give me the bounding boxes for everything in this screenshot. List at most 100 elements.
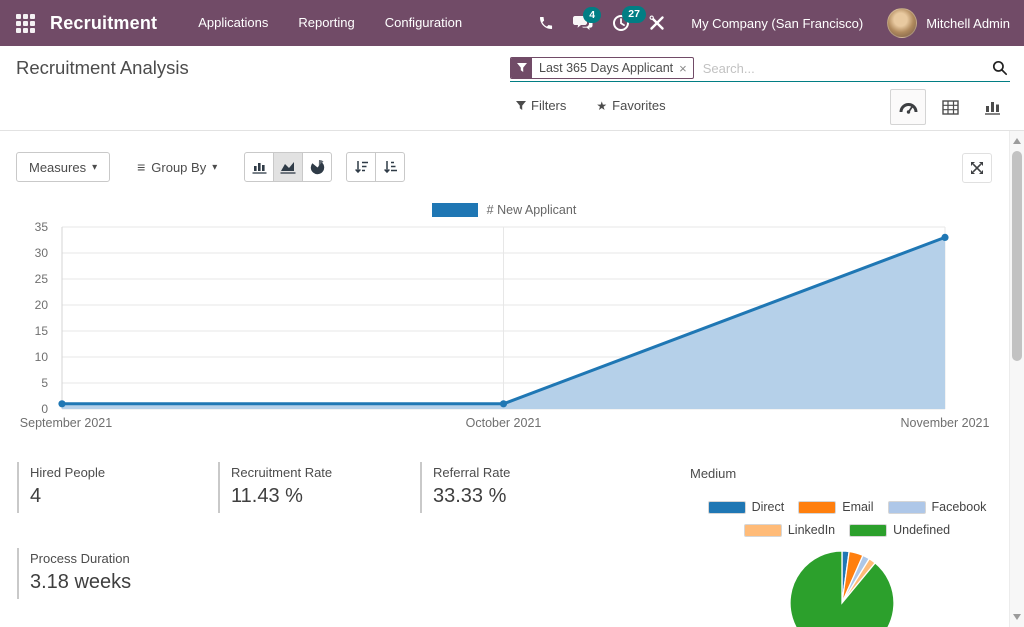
page-title: Recruitment Analysis [16,57,189,78]
facet-label: Last 365 Days Applicant [539,61,674,75]
group-by-label: Group By [151,159,207,175]
y-tick-label: 10 [35,350,49,364]
y-tick-label: 25 [35,272,49,286]
legend-item-facebook[interactable]: Facebook [887,500,987,514]
user-menu[interactable]: Mitchell Admin [926,15,1010,31]
view-switcher [890,89,1010,125]
filters-label: Filters [531,98,567,113]
kpi-value: 4 [30,485,42,507]
search-bar: Last 365 Days Applicant × [510,55,1010,82]
data-point[interactable] [499,400,508,408]
data-point[interactable] [941,233,949,241]
scrollbar-up-arrow[interactable] [1013,138,1021,144]
menu-configuration[interactable]: Configuration [384,15,463,30]
medium-pie-chart [789,550,895,627]
area-fill [62,237,945,409]
kpi-process-duration: Process Duration 3.18 weeks [17,548,207,599]
divider [0,130,1024,131]
legend-item-direct[interactable]: Direct [707,500,785,514]
sort-desc-button[interactable] [346,152,377,182]
kpi-label: Recruitment Rate [231,465,333,480]
sort-group [346,152,406,182]
kpi-label: Referral Rate [433,465,511,480]
favorites-button[interactable]: ★ Favorites [596,98,665,113]
bar-chart-button[interactable] [244,152,275,182]
legend-swatch [887,500,926,514]
apps-grid-icon[interactable] [16,13,35,33]
messages-icon[interactable]: 4 [573,6,602,32]
chart-type-group [244,152,333,182]
scrollbar-down-arrow[interactable] [1013,614,1021,620]
legend-item-linkedin[interactable]: LinkedIn [743,523,835,537]
search-options-row: Filters ★ Favorites [516,98,696,113]
legend-swatch [849,523,888,537]
kpi-label: Process Duration [30,551,130,566]
activities-icon[interactable]: 27 [612,6,646,32]
measures-button[interactable]: Measures ▾ [16,152,111,182]
legend-label: Direct [751,500,785,514]
group-by-button[interactable]: ≡ Group By ▾ [124,152,231,182]
chart-toolbar: Measures ▾ ≡ Group By ▾ [16,152,406,182]
legend-label: Undefined [893,523,951,537]
y-tick-label: 30 [35,246,49,260]
app-name[interactable]: Recruitment [50,12,158,33]
filters-button[interactable]: Filters [516,98,566,113]
funnel-icon [516,100,526,111]
pie-slice-undefined[interactable] [789,550,895,627]
x-axis-label: November 2021 [901,416,990,430]
medium-section-title: Medium [690,466,737,481]
pie-chart-icon [310,159,324,174]
funnel-icon [511,58,532,78]
legend-label: Email [842,500,874,514]
legend-item-email[interactable]: Email [798,500,874,514]
facet-remove-button[interactable]: × [679,60,687,76]
top-navbar: Recruitment Applications Reporting Confi… [0,0,1024,46]
kpi-hired-people: Hired People 4 [17,462,207,513]
data-point[interactable] [58,400,66,408]
activities-badge: 27 [622,6,646,23]
search-icon[interactable] [992,60,1010,76]
expand-button[interactable] [962,153,992,183]
chevron-down-icon: ▾ [92,161,98,173]
kpi-value: 11.43 % [231,485,303,507]
menu-reporting[interactable]: Reporting [298,15,355,30]
tools-icon[interactable] [649,15,665,31]
line-chart-legend[interactable]: # New Applicant [0,203,1008,217]
pie-chart-button[interactable] [302,152,333,182]
favorites-label: Favorites [612,98,666,113]
phone-icon[interactable] [538,15,554,31]
menu-applications[interactable]: Applications [198,15,269,30]
y-tick-label: 35 [35,222,49,234]
star-icon: ★ [596,98,608,113]
x-axis-label: October 2021 [466,416,542,430]
legend-swatch [798,500,837,514]
chevron-down-icon: ▾ [212,161,218,173]
search-facet: Last 365 Days Applicant × [510,57,694,79]
systray: 4 27 My Company (San Francisco) Mitchell… [519,6,1010,38]
x-axis-label: September 2021 [20,416,112,430]
avatar[interactable] [887,8,918,38]
graph-view-button[interactable] [974,89,1010,125]
sort-descending-icon [354,161,368,174]
legend-swatch [743,523,782,537]
search-input[interactable] [693,60,992,76]
y-tick-label: 20 [35,298,49,312]
y-tick-label: 5 [41,376,48,390]
company-switcher[interactable]: My Company (San Francisco) [691,15,864,31]
bars-icon: ≡ [137,159,146,175]
top-menu: Applications Reporting Configuration [183,0,477,46]
kpi-recruitment-rate: Recruitment Rate 11.43 % [218,462,408,513]
new-applicant-area-chart: 0 5 10 15 20 25 30 35 September 2021 October 2021… [20,222,990,430]
bar-chart-icon [252,163,267,174]
scrollbar-thumb[interactable] [1012,151,1022,361]
medium-pie-legend: Direct Email Facebook LinkedIn Undefined [697,500,997,537]
pivot-view-button[interactable] [932,89,968,125]
legend-label: Facebook [931,500,987,514]
area-chart-icon [280,162,296,174]
legend-item-undefined[interactable]: Undefined [849,523,950,537]
sort-asc-button[interactable] [375,152,406,182]
line-chart-button[interactable] [273,152,304,182]
kpi-value: 33.33 % [433,485,507,507]
legend-label: # New Applicant [486,203,577,217]
dashboard-view-button[interactable] [890,89,926,125]
